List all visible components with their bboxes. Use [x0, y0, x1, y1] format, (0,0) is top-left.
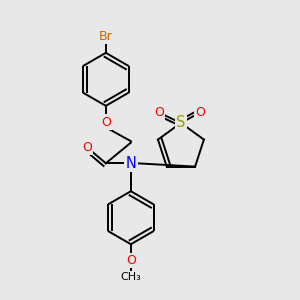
Text: N: N	[125, 156, 136, 171]
Text: O: O	[101, 116, 111, 128]
Text: O: O	[126, 254, 136, 267]
Text: CH₃: CH₃	[121, 272, 141, 282]
Text: S: S	[176, 116, 186, 130]
Text: O: O	[82, 141, 92, 154]
Text: O: O	[154, 106, 164, 119]
Text: Br: Br	[99, 30, 113, 43]
Text: O: O	[195, 106, 205, 119]
